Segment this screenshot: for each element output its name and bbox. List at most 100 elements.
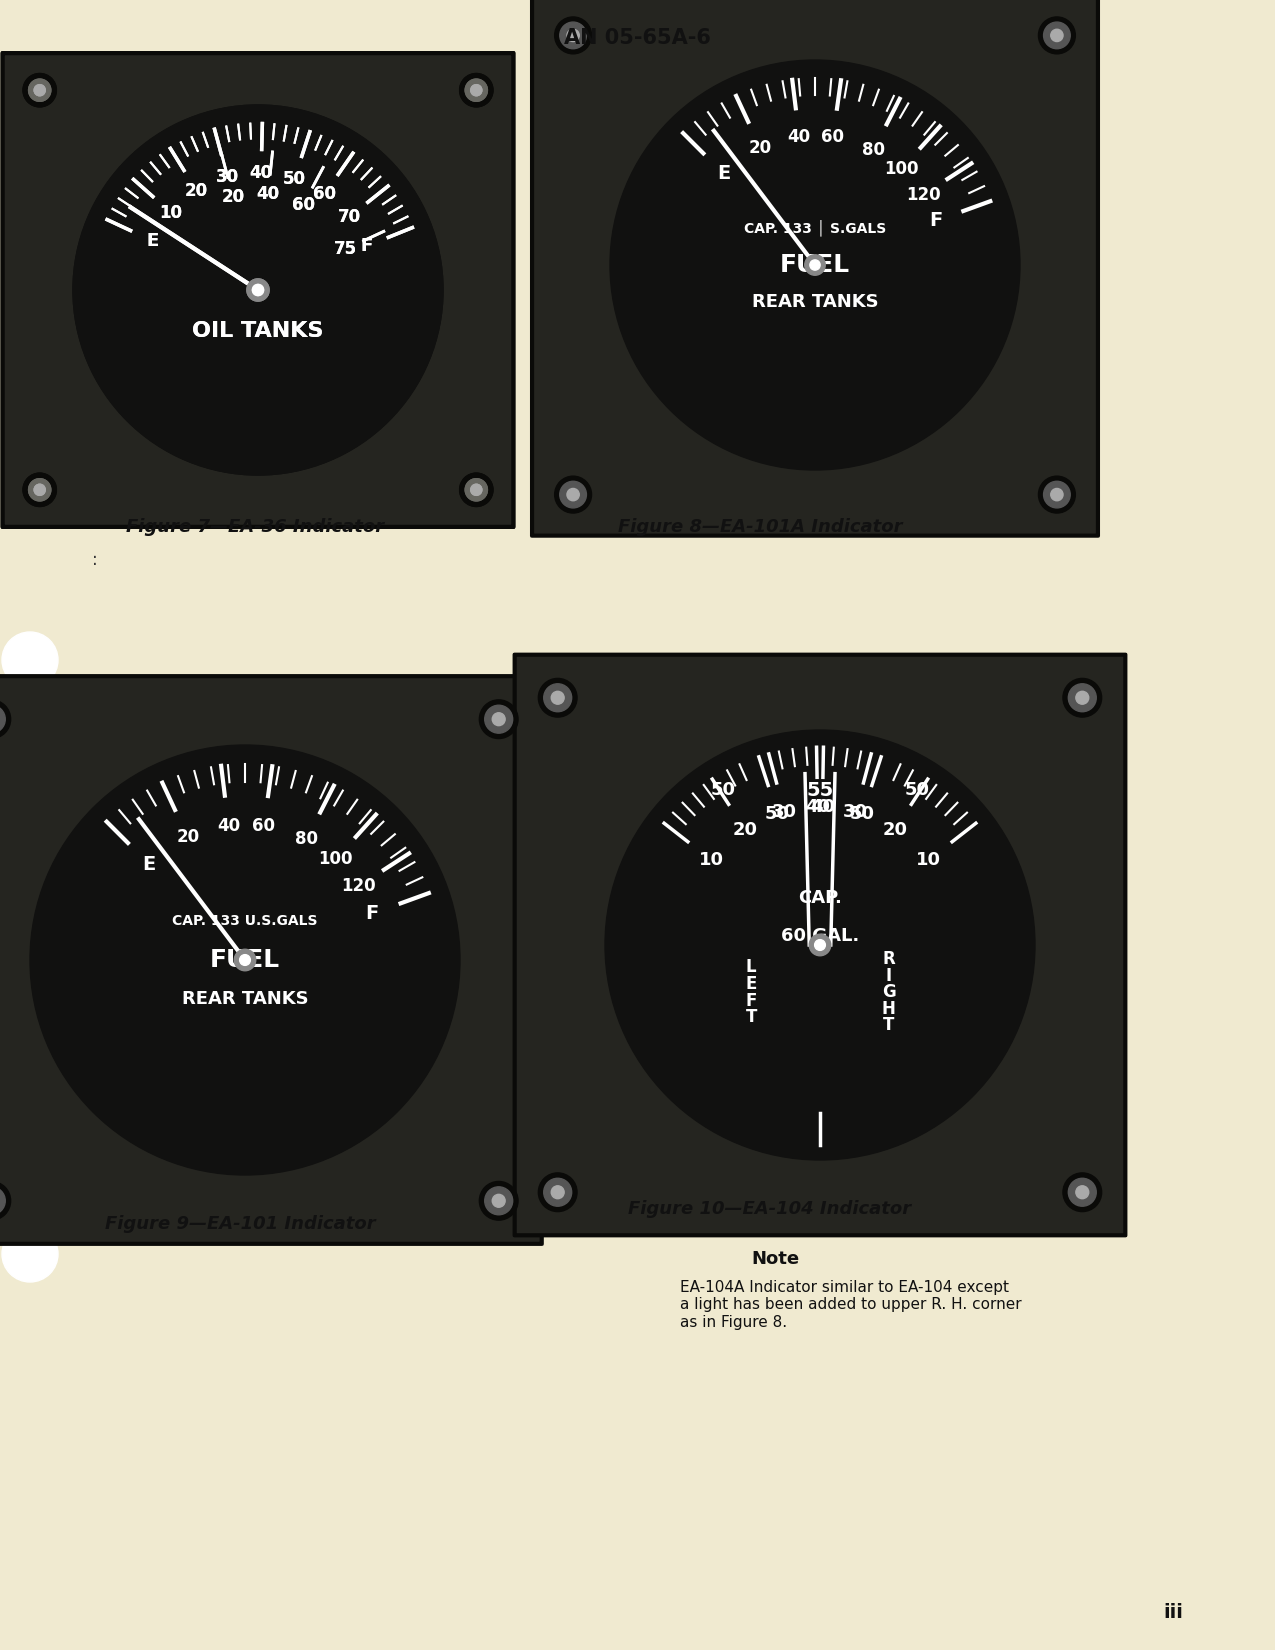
Text: 40: 40 <box>805 799 830 817</box>
Circle shape <box>465 478 487 502</box>
Circle shape <box>460 74 493 107</box>
Text: 30: 30 <box>843 804 868 822</box>
Text: 40: 40 <box>256 185 279 203</box>
Circle shape <box>484 1186 513 1214</box>
Circle shape <box>252 284 264 295</box>
Text: 20: 20 <box>733 820 757 838</box>
Text: Figure 8—EA-101A Indicator: Figure 8—EA-101A Indicator <box>618 518 903 536</box>
Circle shape <box>4 634 56 686</box>
Circle shape <box>543 683 571 711</box>
Circle shape <box>0 700 10 739</box>
Circle shape <box>470 84 482 96</box>
Text: 20: 20 <box>222 188 245 206</box>
Circle shape <box>465 478 487 502</box>
Text: E: E <box>143 855 156 875</box>
Circle shape <box>23 474 56 507</box>
Text: 120: 120 <box>907 186 941 203</box>
Circle shape <box>543 1178 571 1206</box>
Circle shape <box>0 1181 10 1219</box>
Circle shape <box>34 84 45 96</box>
Circle shape <box>73 106 442 475</box>
FancyBboxPatch shape <box>3 53 514 526</box>
Circle shape <box>538 1173 578 1211</box>
Circle shape <box>551 1186 564 1198</box>
Text: 70: 70 <box>338 208 361 226</box>
Text: 100: 100 <box>319 850 353 868</box>
Circle shape <box>567 30 579 41</box>
Text: E: E <box>147 231 158 249</box>
Circle shape <box>1076 691 1089 705</box>
Circle shape <box>470 483 482 495</box>
Circle shape <box>28 478 51 502</box>
Circle shape <box>34 483 45 495</box>
Text: 20: 20 <box>176 828 199 846</box>
Text: 70: 70 <box>338 208 361 226</box>
Text: 50: 50 <box>765 805 790 823</box>
Circle shape <box>1051 30 1063 41</box>
Text: 10: 10 <box>159 203 182 221</box>
Text: 10: 10 <box>915 851 941 870</box>
Circle shape <box>815 939 825 950</box>
Text: 40: 40 <box>256 185 279 203</box>
Circle shape <box>73 106 442 475</box>
Circle shape <box>3 1226 57 1282</box>
Text: 60: 60 <box>252 817 275 835</box>
FancyBboxPatch shape <box>515 655 1126 1236</box>
Text: 50: 50 <box>283 170 306 188</box>
Circle shape <box>247 279 269 300</box>
Circle shape <box>247 279 269 300</box>
Text: CAP. 133 U.S.GALS: CAP. 133 U.S.GALS <box>172 914 317 929</box>
Circle shape <box>240 955 250 965</box>
Circle shape <box>560 21 586 50</box>
Text: 75: 75 <box>334 241 357 259</box>
Text: F: F <box>360 238 372 256</box>
Circle shape <box>34 483 45 495</box>
Circle shape <box>34 84 45 96</box>
Text: REAR TANKS: REAR TANKS <box>181 990 309 1008</box>
Circle shape <box>3 929 57 985</box>
Text: 30: 30 <box>771 804 797 822</box>
FancyBboxPatch shape <box>0 676 542 1244</box>
Text: Figure 9—EA-101 Indicator: Figure 9—EA-101 Indicator <box>105 1214 375 1233</box>
Text: 50: 50 <box>710 780 736 799</box>
Circle shape <box>235 949 256 970</box>
Text: FUEL: FUEL <box>780 252 850 277</box>
Circle shape <box>555 477 592 513</box>
Circle shape <box>460 474 493 507</box>
Circle shape <box>23 474 56 507</box>
Circle shape <box>560 482 586 508</box>
Text: 40: 40 <box>788 127 811 145</box>
Text: 40: 40 <box>250 165 273 183</box>
Circle shape <box>465 79 487 101</box>
Text: EA-104A Indicator similar to EA-104 except
a light has been added to upper R. H.: EA-104A Indicator similar to EA-104 exce… <box>680 1280 1021 1330</box>
Text: 60: 60 <box>821 129 844 147</box>
Text: R
I
G
H
T: R I G H T <box>882 950 896 1035</box>
Text: L
E
F
T: L E F T <box>746 959 757 1026</box>
Text: 60 GAL.: 60 GAL. <box>780 927 859 945</box>
Text: E: E <box>717 165 731 183</box>
Text: F: F <box>366 904 379 922</box>
Circle shape <box>470 483 482 495</box>
Text: 60: 60 <box>312 185 335 203</box>
Circle shape <box>479 1181 518 1219</box>
Text: 20: 20 <box>222 188 245 206</box>
Text: 100: 100 <box>884 160 919 178</box>
Text: 20: 20 <box>882 820 908 838</box>
FancyBboxPatch shape <box>532 0 1098 536</box>
Text: 60: 60 <box>292 196 315 214</box>
Text: 20: 20 <box>748 139 771 157</box>
Circle shape <box>4 931 56 983</box>
Circle shape <box>4 1228 56 1280</box>
Circle shape <box>1068 1178 1096 1206</box>
Text: 50: 50 <box>283 170 306 188</box>
Text: OIL TANKS: OIL TANKS <box>193 320 324 340</box>
Circle shape <box>470 84 482 96</box>
Circle shape <box>484 705 513 733</box>
Circle shape <box>1043 482 1070 508</box>
Circle shape <box>810 259 820 271</box>
Text: Figure 7—EA-36 Indicator: Figure 7—EA-36 Indicator <box>126 518 384 536</box>
Text: 20: 20 <box>185 182 208 200</box>
Text: 80: 80 <box>295 830 317 848</box>
Text: 40: 40 <box>810 799 835 817</box>
Text: 10: 10 <box>159 203 182 221</box>
